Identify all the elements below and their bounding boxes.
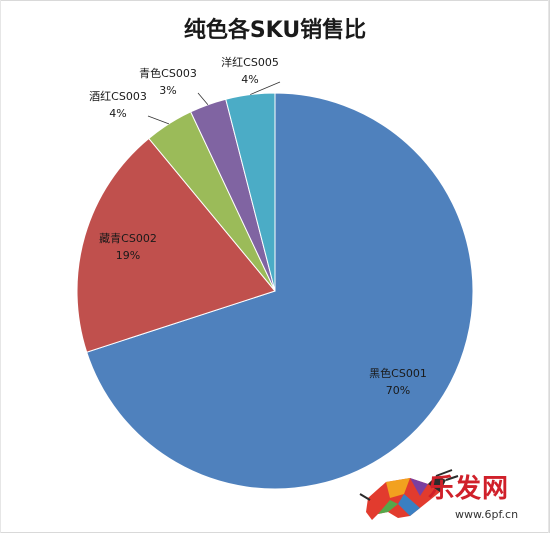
slice-category-label: 青色CS003 [139,66,197,80]
leader-line [147,115,170,125]
slice-percent-label: 4% [241,73,258,86]
sheet-gridline [0,0,1,533]
slice-percent-label: 4% [109,107,126,120]
leader-line [250,81,281,95]
pie-slice [225,92,276,292]
slice-category-label: 洋红CS005 [221,55,279,69]
slice-percent-label: 3% [159,84,176,97]
bull-logo [359,469,459,520]
chart-title: 纯色各SKU销售比 [183,18,367,43]
leader-line [197,92,209,105]
watermark-brand: 乐发网 [428,474,510,504]
slice-category-label: 酒红CS003 [89,90,147,103]
pie-slice [86,92,474,490]
slice-category-label: 黑色CS001 [369,366,427,380]
sheet-gridline [548,0,549,533]
slice-category-label: 藏青CS002 [99,232,157,245]
watermark-url: www.6pf.cn [455,508,519,521]
slice-percent-label: 70% [386,384,410,397]
pie-slice [76,137,276,353]
slice-percent-label: 19% [116,249,140,262]
